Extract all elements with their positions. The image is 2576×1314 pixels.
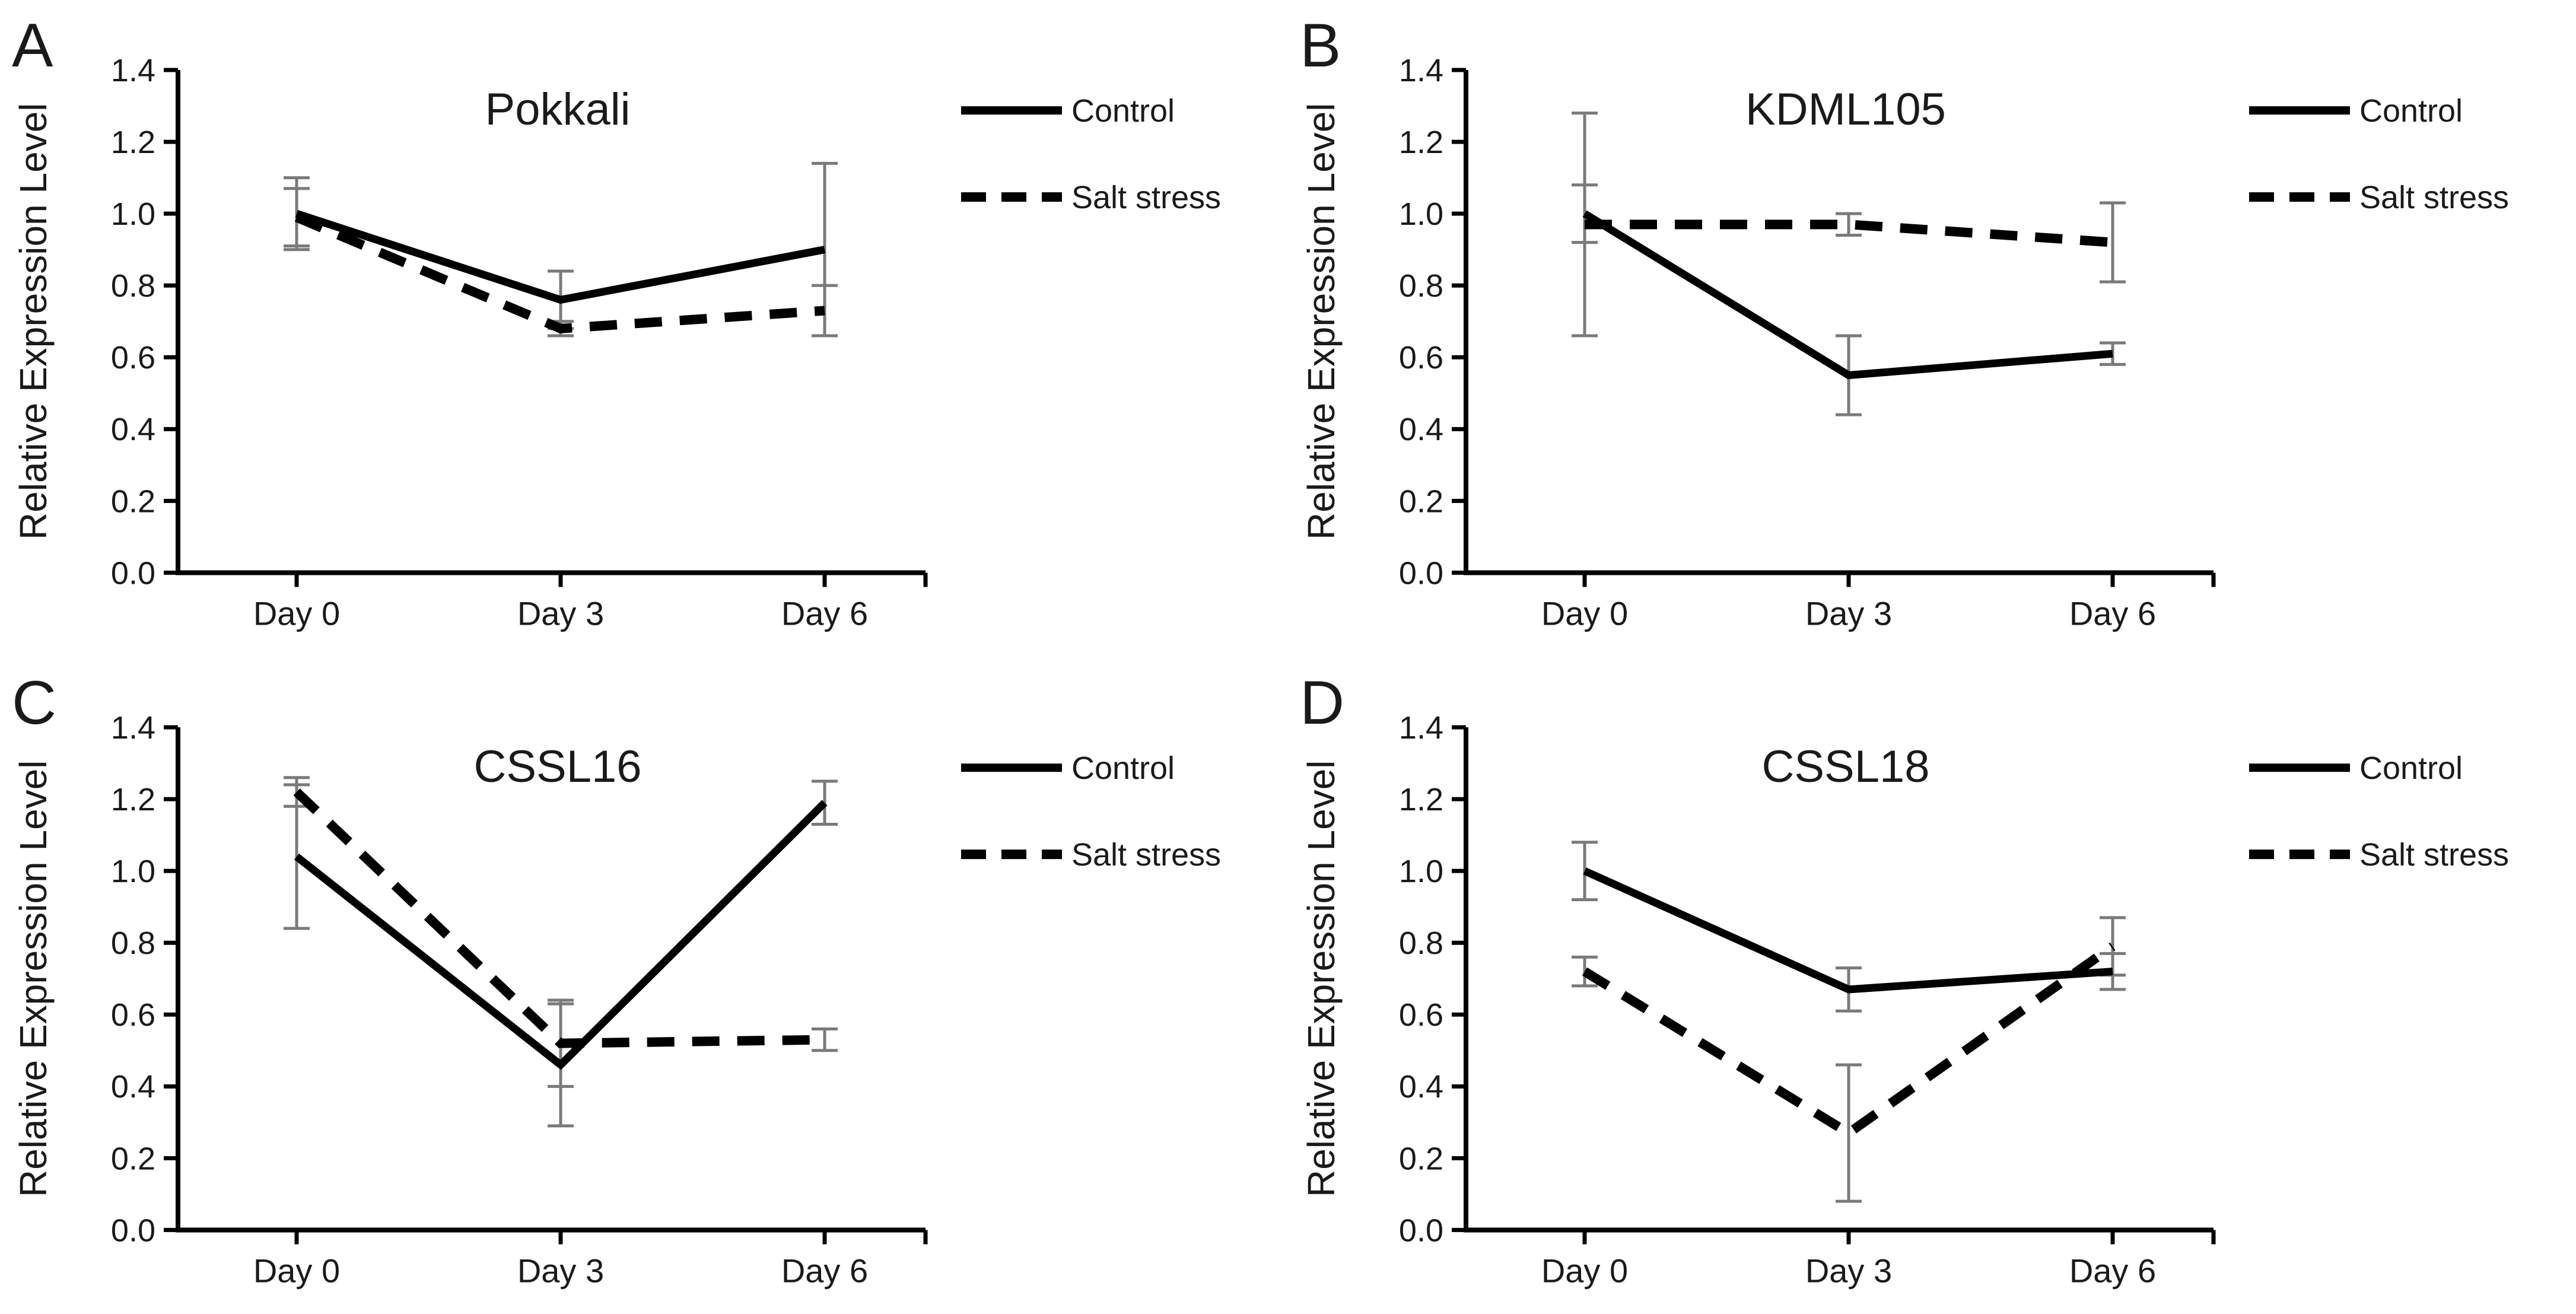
x-tick-label: Day 0 (1541, 1252, 1628, 1289)
y-tick-label: 1.0 (1399, 196, 1443, 232)
chart-C: C Relative Expression Level 0.0 0.2 0.4 0.6 0.… (12, 669, 1221, 1289)
y-tick-label: 1.2 (1399, 125, 1443, 160)
y-tick-label: 0.0 (1399, 555, 1443, 591)
y-axis-label: Relative Expression Level (1300, 760, 1343, 1197)
y-tick-label: 0.6 (1399, 997, 1443, 1033)
y-tick-label: 1.2 (1399, 782, 1443, 817)
chart-title: CSSL16 (473, 742, 641, 792)
legend-label: Control (1071, 93, 1175, 129)
y-tick-label: 0.4 (1399, 412, 1443, 447)
x-tick-label: Day 3 (1805, 594, 1892, 632)
x-tick-label: Day 6 (781, 594, 868, 632)
chart-title: Pokkali (485, 84, 631, 135)
y-tick-label: 0.6 (1399, 340, 1443, 376)
panel-label: B (1300, 11, 1341, 80)
series-line-control (295, 209, 826, 304)
legend-label: Salt stress (1071, 180, 1221, 215)
x-tick-label: Day 6 (781, 1252, 868, 1289)
panel-label: C (12, 669, 56, 737)
x-tick-label: Day 3 (517, 1252, 604, 1289)
x-tick-label: Day 6 (2069, 594, 2156, 632)
y-tick-label: 0.2 (1399, 483, 1443, 519)
series-line-control (294, 800, 828, 1070)
y-tick-label: 0.4 (111, 1069, 155, 1105)
y-tick-label: 0.8 (111, 925, 155, 961)
panel-label: D (1300, 669, 1344, 737)
chart-D: D Relative Expression Level 0.0 0.2 0.4 0.6 0.… (1300, 669, 2509, 1289)
y-axis-label: Relative Expression Level (1300, 103, 1343, 540)
x-tick-label: Day 3 (1805, 1252, 1892, 1289)
chart-A: A Relative Expression Level 0.0 0.2 0.4 0.6 0.… (12, 11, 1221, 632)
y-tick-label: 1.2 (111, 125, 155, 160)
legend-label: Control (1071, 750, 1175, 785)
y-tick-label: 0.2 (111, 483, 155, 519)
series-line-salt-stress (1582, 942, 2116, 1139)
y-tick-label: 0.8 (1399, 925, 1443, 961)
y-tick-label: 0.2 (111, 1141, 155, 1176)
x-tick-label: Day 0 (253, 1252, 340, 1289)
x-tick-label: Day 6 (2069, 1252, 2156, 1289)
panel-B: B Relative Expression Level 0.0 0.2 0.4 0.6 0.… (1288, 0, 2576, 657)
legend-label: Control (2359, 93, 2463, 129)
legend-label: Control (2359, 750, 2463, 785)
panel-A: A Relative Expression Level 0.0 0.2 0.4 0.6 0.… (0, 0, 1288, 657)
y-tick-label: 0.8 (1399, 268, 1443, 304)
legend-label: Salt stress (2359, 180, 2509, 215)
y-tick-label: 1.4 (1399, 710, 1443, 745)
series-line-salt-stress (294, 212, 825, 333)
y-tick-label: 0.0 (111, 555, 155, 591)
y-tick-label: 1.4 (111, 710, 155, 745)
chart-title: CSSL18 (1761, 742, 1929, 792)
y-tick-label: 0.8 (111, 268, 155, 304)
series-line-control (1582, 210, 2113, 380)
y-tick-label: 1.4 (1399, 53, 1443, 88)
y-tick-label: 0.6 (111, 997, 155, 1033)
y-tick-label: 1.0 (111, 196, 155, 232)
x-tick-label: Day 0 (253, 594, 340, 632)
series-line-salt-stress (293, 788, 825, 1048)
y-axis-label: Relative Expression Level (12, 103, 55, 540)
y-tick-label: 0.6 (111, 340, 155, 376)
y-tick-label: 1.4 (111, 53, 155, 88)
legend-label: Salt stress (2359, 837, 2509, 873)
x-tick-label: Day 0 (1541, 594, 1628, 632)
y-tick-label: 0.4 (111, 412, 155, 447)
x-tick-label: Day 3 (517, 594, 604, 632)
panel-C: C Relative Expression Level 0.0 0.2 0.4 0.6 0.… (0, 657, 1288, 1314)
y-tick-label: 0.0 (1399, 1213, 1443, 1248)
y-tick-label: 0.2 (1399, 1141, 1443, 1176)
panel-D: D Relative Expression Level 0.0 0.2 0.4 0.6 0.… (1288, 657, 2576, 1314)
y-tick-label: 1.0 (1399, 854, 1443, 889)
series-line-control (1583, 867, 2113, 994)
y-tick-label: 0.4 (1399, 1069, 1443, 1105)
y-tick-label: 0.0 (111, 1213, 155, 1248)
panel-label: A (12, 11, 53, 80)
legend-label: Salt stress (1071, 837, 1221, 873)
y-axis-label: Relative Expression Level (12, 760, 55, 1197)
chart-B: B Relative Expression Level 0.0 0.2 0.4 0.6 0.… (1300, 11, 2509, 632)
y-tick-label: 1.2 (111, 782, 155, 817)
y-tick-label: 1.0 (111, 854, 155, 889)
chart-title: KDML105 (1745, 84, 1946, 135)
